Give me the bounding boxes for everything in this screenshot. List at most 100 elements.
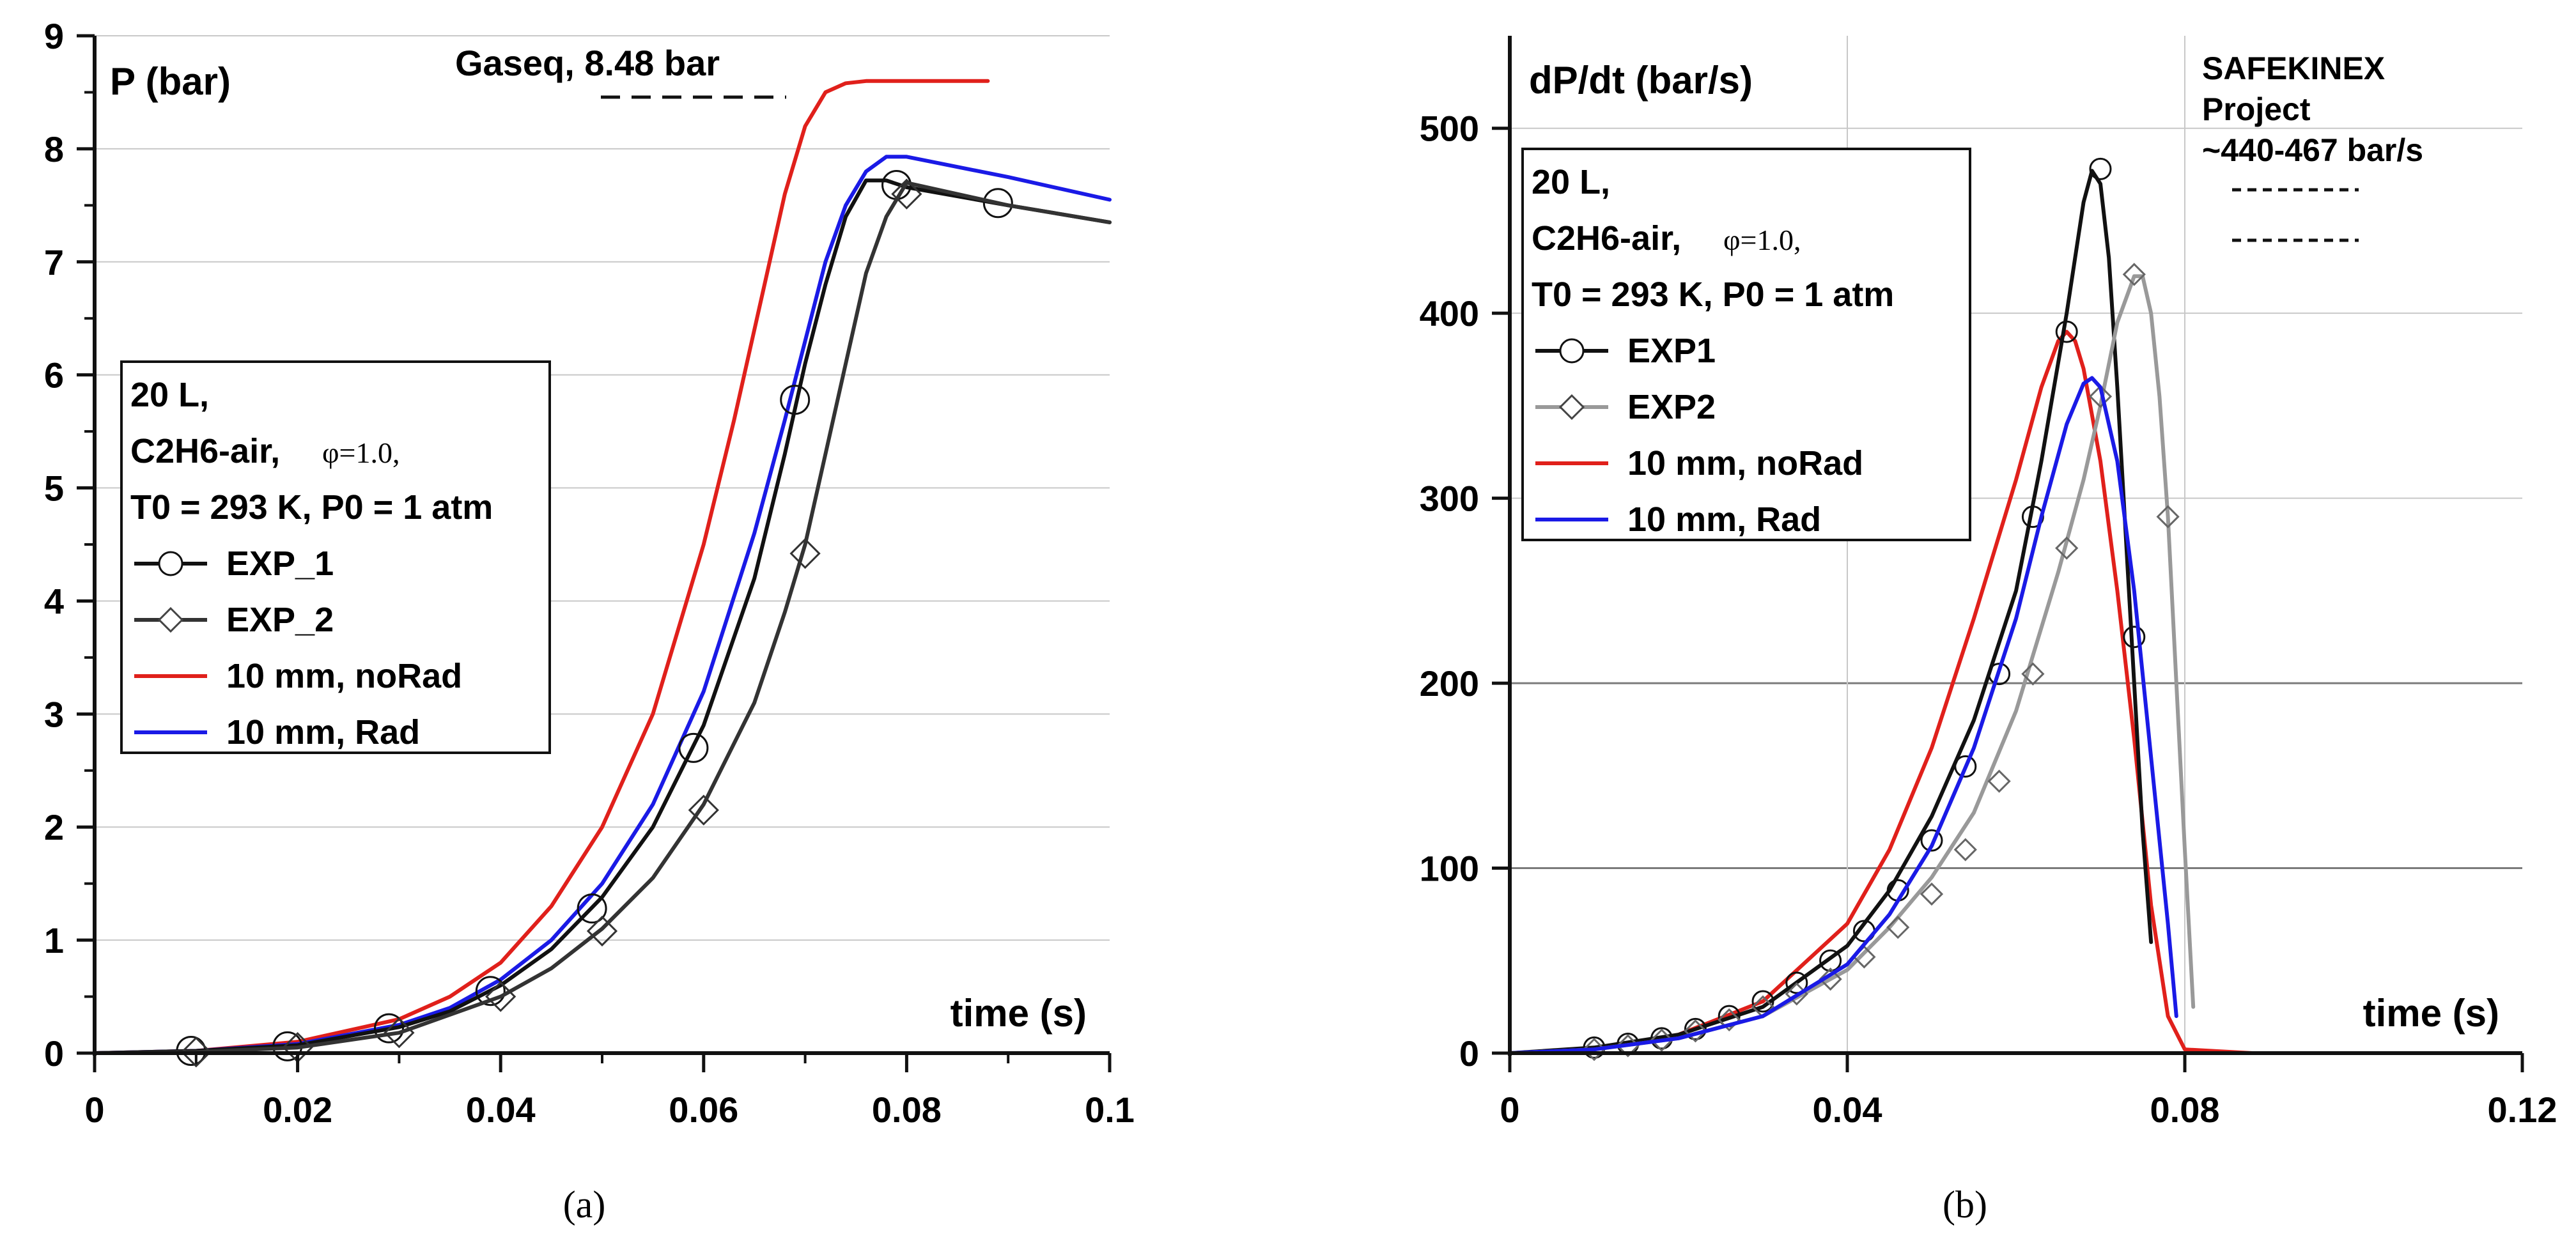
legend-title-mixture: C2H6-air, (130, 432, 280, 470)
x-tick-label: 0.12 (2488, 1090, 2557, 1130)
y-tick-label: 0 (44, 1033, 64, 1074)
data-point-exp2 (1718, 1008, 1741, 1032)
data-point-exp2 (1953, 838, 1977, 861)
data-point-exp2 (2021, 662, 2045, 686)
data-point-exp2 (2156, 505, 2180, 528)
x-axis-label: time (s) (2363, 992, 2499, 1035)
data-point-exp2 (2122, 263, 2146, 286)
data-point-exp1 (1920, 829, 1943, 852)
y-tick-label: 500 (1420, 109, 1479, 149)
annotation-line-1: SAFEKINEX (2202, 50, 2385, 86)
y-tick-label: 7 (44, 242, 64, 282)
y-tick-label: 6 (44, 355, 64, 396)
legend-marker-circle (1559, 338, 1585, 364)
data-point-exp2 (2055, 536, 2079, 560)
legend-entry-label: EXP1 (1627, 332, 1716, 370)
series-line-10-mm-rad (1508, 376, 2178, 1055)
series-line-10-mm-norad (93, 79, 990, 1055)
y-axis-label: dP/dt (bar/s) (1529, 59, 1753, 102)
legend-marker-diamond (157, 606, 184, 633)
data-point-exp2 (1886, 916, 1910, 939)
data-point-exp1 (1954, 755, 1977, 778)
y-tick-label: 5 (44, 468, 64, 509)
legend-entry-label: EXP_1 (226, 544, 334, 583)
x-tick-label: 0 (1500, 1090, 1519, 1130)
data-point-exp-1 (577, 893, 607, 924)
data-point-exp-1 (374, 1013, 405, 1044)
annotation-gaseq-text: Gaseq, 8.48 bar (455, 43, 720, 83)
data-point-exp-2 (789, 538, 821, 569)
x-tick-label: 0.08 (2150, 1090, 2220, 1130)
data-point-exp-1 (475, 976, 506, 1006)
x-tick-label: 0.06 (669, 1090, 738, 1130)
legend-title-volume: 20 L, (1532, 163, 1610, 201)
legend-marker-diamond (1558, 394, 1585, 420)
legend-title-conditions: T0 = 293 K, P0 = 1 atm (130, 488, 493, 527)
legend-entry-label: 10 mm, noRad (1627, 444, 1863, 482)
legend-entry-label: EXP_2 (226, 601, 334, 639)
y-tick-label: 200 (1420, 663, 1479, 704)
y-tick-label: 100 (1420, 849, 1479, 889)
x-tick-label: 0.04 (1813, 1090, 1882, 1130)
axes: 0 0.04 0.08 0.12 0 100 200 300 400 500 (1420, 36, 2557, 1130)
data-point-exp-2 (485, 981, 516, 1012)
legend-marker-circle (158, 551, 183, 576)
x-tick-label: 0 (84, 1090, 104, 1130)
legend-box (1521, 148, 1971, 541)
data-point-exp-2 (180, 1037, 212, 1068)
legend-title-mixture: C2H6-air, (1532, 219, 1681, 258)
legend-entry-label: 10 mm, noRad (226, 657, 462, 695)
legend-box (120, 360, 551, 754)
data-point-exp2 (2088, 385, 2113, 408)
legend-title-phi: φ=1.0, (1723, 224, 1801, 256)
data-point-exp-1 (678, 732, 709, 763)
data-point-exp1 (1751, 990, 1774, 1013)
legend-title-conditions: T0 = 293 K, P0 = 1 atm (1532, 275, 1894, 314)
x-tick-label: 0.02 (263, 1090, 332, 1130)
data-point-exp1 (1684, 1017, 1707, 1040)
x-axis-label: time (s) (950, 992, 1087, 1035)
data-point-exp2 (1819, 967, 1842, 991)
series-line-10-mm-rad (93, 155, 1112, 1055)
x-tick-label: 0.08 (872, 1090, 942, 1130)
series-line-exp-2 (93, 181, 1112, 1055)
y-axis-label: P (bar) (110, 60, 231, 103)
y-tick-label: 300 (1420, 479, 1479, 519)
data-point-exp2 (1987, 769, 2011, 793)
y-tick-label: 1 (44, 920, 64, 960)
data-point-exp-2 (586, 915, 618, 947)
legend-title-phi: φ=1.0, (322, 436, 400, 469)
annotation-line-2: Project (2202, 91, 2311, 127)
annotation-line-3: ~440-467 bar/s (2202, 132, 2423, 168)
data-point-exp2 (1852, 945, 1876, 969)
y-tick-label: 400 (1420, 293, 1479, 334)
annotation-gaseq: Gaseq, 8.48 bar (455, 43, 786, 99)
y-tick-label: 0 (1459, 1033, 1479, 1074)
data-point-exp1 (1988, 663, 2011, 686)
y-tick-label: 3 (44, 694, 64, 734)
chart-panel-b: 0 0.04 0.08 0.12 0 100 200 300 400 500 SAFEKINEX … (1420, 36, 2557, 1226)
data-point-exp1 (2089, 157, 2112, 180)
legend-entry-label: 10 mm, Rad (226, 713, 420, 752)
legend-entry-label: EXP2 (1627, 388, 1716, 426)
data-point-exp1 (2123, 626, 2146, 649)
axes: 0 0.02 0.04 0.06 0.08 0.1 0 1 2 3 4 5 6 7 8 9 (44, 16, 1135, 1130)
data-point-exp-2 (384, 1017, 415, 1049)
y-tick-label: 4 (44, 581, 64, 621)
y-tick-label: 8 (44, 129, 64, 169)
data-series (1508, 157, 2254, 1061)
data-point-exp2 (1684, 1019, 1707, 1043)
data-series (93, 79, 1112, 1068)
y-tick-label: 9 (44, 16, 64, 56)
panel-caption: (b) (1943, 1183, 1987, 1226)
legend: 20 L, C2H6-air, φ=1.0, T0 = 293 K, P0 = 1 a… (120, 360, 551, 754)
data-point-exp-1 (780, 385, 811, 415)
legend-entry-label: 10 mm, Rad (1627, 500, 1821, 539)
data-point-exp-2 (891, 178, 922, 210)
data-point-exp-1 (982, 188, 1013, 219)
x-tick-label: 0.1 (1085, 1090, 1135, 1130)
data-point-exp2 (1920, 882, 1944, 906)
data-point-exp1 (2055, 320, 2078, 343)
data-point-exp2 (1582, 1038, 1606, 1061)
